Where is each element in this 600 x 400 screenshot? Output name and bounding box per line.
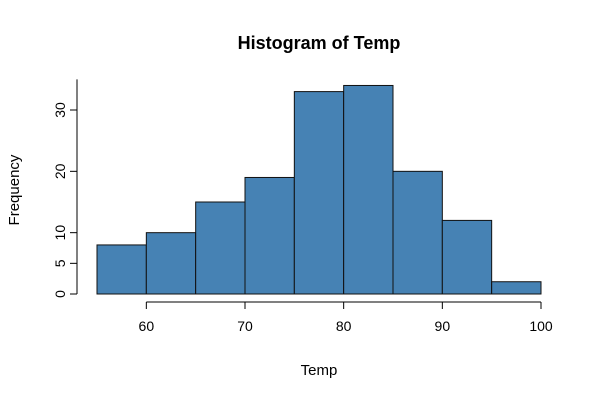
- x-axis-label: Temp: [301, 362, 338, 379]
- histogram-bar-75-80: [293, 91, 345, 295]
- y-tick-label-30: 30: [52, 102, 68, 118]
- y-tick-label-5: 5: [52, 259, 68, 267]
- histogram-bar-95-100: [491, 281, 542, 295]
- chart-title: Histogram of Temp: [238, 33, 401, 53]
- x-axis: 60 70 80 90 100: [139, 301, 553, 334]
- x-tick-label-80: 80: [336, 318, 352, 334]
- x-tick-label-70: 70: [237, 318, 253, 334]
- bars-group: [96, 84, 542, 295]
- x-tick-label-60: 60: [139, 318, 155, 334]
- histogram-bar-80-85: [343, 84, 394, 295]
- y-axis: 0 5 10 20 30: [52, 79, 78, 298]
- x-tick-label-90: 90: [435, 318, 451, 334]
- histogram-bar-85-90: [392, 170, 443, 295]
- histogram-bar-60-65: [145, 232, 197, 295]
- y-tick-label-20: 20: [52, 163, 68, 179]
- histogram-bar-90-95: [441, 219, 493, 295]
- x-tick-label-100: 100: [529, 318, 553, 334]
- y-tick-label-0: 0: [52, 290, 68, 298]
- y-axis-label: Frequency: [6, 154, 23, 225]
- histogram-bar-55-60: [96, 244, 147, 295]
- y-tick-label-10: 10: [52, 225, 68, 241]
- histogram-bar-65-70: [195, 201, 246, 295]
- histogram-bar-70-75: [244, 176, 295, 295]
